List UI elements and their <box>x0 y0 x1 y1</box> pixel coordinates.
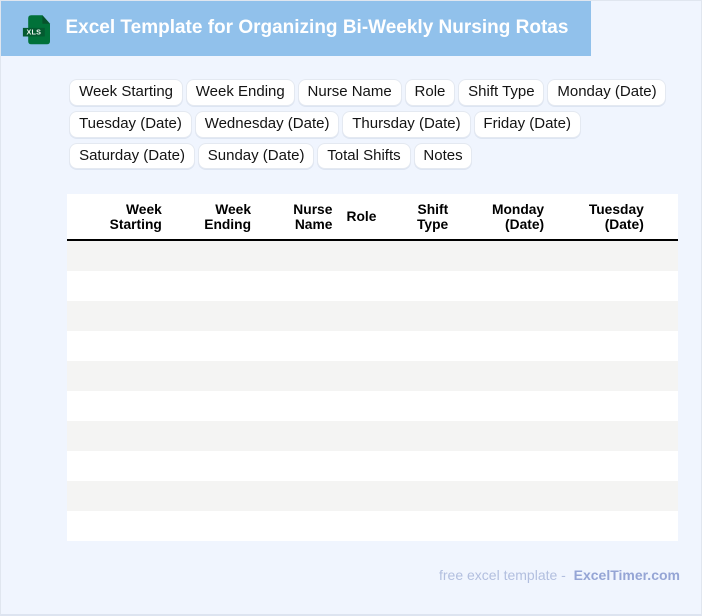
svg-text:XLS: XLS <box>27 28 42 37</box>
